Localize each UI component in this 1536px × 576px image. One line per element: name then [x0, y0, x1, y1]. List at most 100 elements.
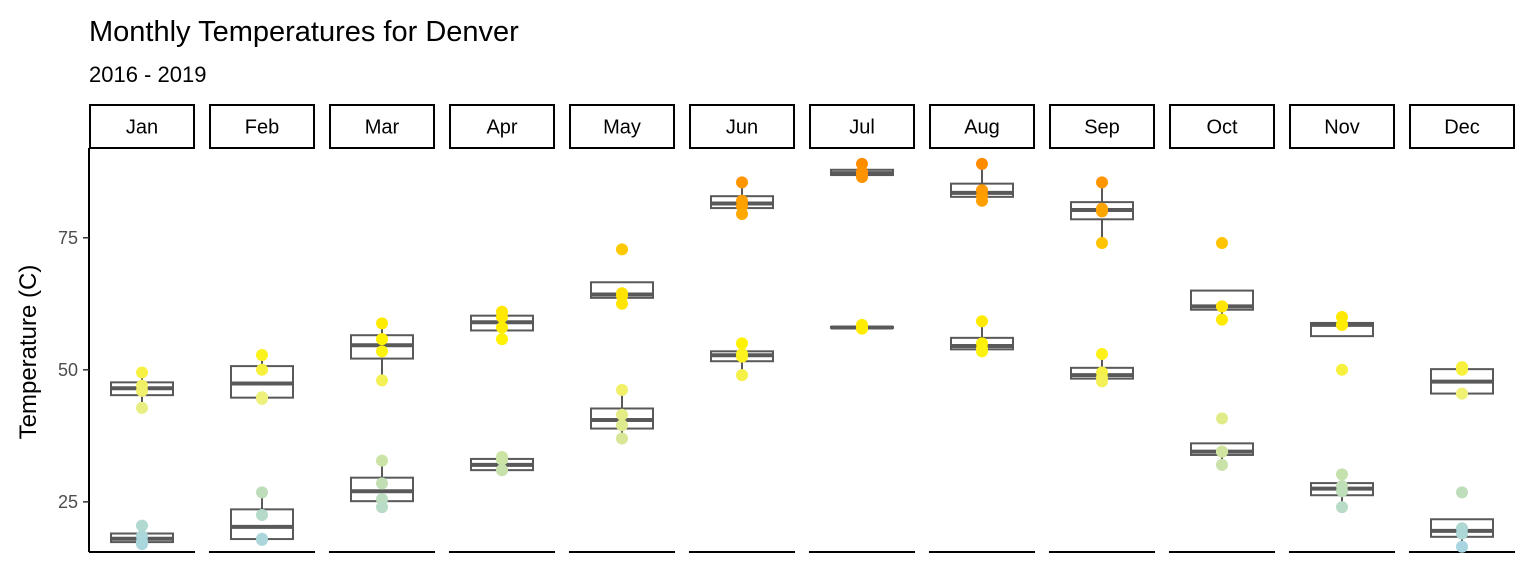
data-point	[376, 501, 388, 514]
data-point	[376, 374, 388, 387]
strip-label: Jun	[726, 117, 758, 139]
strip-box	[329, 104, 435, 149]
data-point	[1216, 412, 1228, 425]
box-low	[110, 519, 174, 551]
data-point	[616, 383, 628, 396]
box-high	[350, 317, 414, 387]
strip-label: Jan	[126, 117, 158, 139]
strip-box	[1409, 104, 1515, 149]
data-point	[496, 453, 508, 466]
facet-sep: Sep	[1049, 104, 1155, 553]
box-low	[350, 454, 414, 514]
data-point	[736, 176, 748, 189]
strip-box	[1289, 104, 1395, 149]
box-high	[1430, 361, 1494, 400]
strip-box	[1049, 104, 1155, 149]
data-point	[616, 297, 628, 310]
y-tick-label: 50	[58, 360, 78, 380]
chart-subtitle: 2016 - 2019	[89, 62, 206, 87]
strip-label: May	[603, 117, 641, 139]
facet-mar: Mar	[329, 104, 435, 553]
box-high	[710, 176, 774, 221]
facet-aug: Aug	[929, 104, 1035, 553]
facet-may: May	[569, 104, 675, 553]
data-point	[496, 321, 508, 334]
facet-feb: Feb	[209, 104, 315, 553]
data-point	[1456, 387, 1468, 400]
facet-apr: Apr	[449, 104, 555, 553]
data-point	[616, 408, 628, 421]
y-tick-label: 75	[58, 228, 78, 248]
data-point	[736, 337, 748, 350]
data-point	[736, 350, 748, 363]
data-point	[976, 157, 988, 170]
data-point	[496, 464, 508, 477]
strip-box	[569, 104, 675, 149]
y-axis-label: Temperature (C)	[15, 265, 42, 440]
data-point	[1336, 468, 1348, 481]
box-low	[1310, 468, 1374, 514]
data-point	[256, 509, 268, 522]
data-point	[376, 477, 388, 490]
data-point	[256, 533, 268, 546]
strip-label: Dec	[1444, 117, 1480, 139]
data-point	[856, 171, 868, 184]
data-point	[1336, 501, 1348, 514]
data-point	[496, 333, 508, 346]
strip-label: Jul	[849, 117, 875, 139]
box-high	[1310, 310, 1374, 376]
data-point	[976, 345, 988, 358]
data-point	[1456, 527, 1468, 540]
data-point	[1096, 205, 1108, 218]
strip-label: Sep	[1084, 117, 1120, 139]
box-low	[830, 318, 894, 335]
box-high	[590, 243, 654, 310]
box-low	[230, 486, 294, 546]
data-point	[496, 310, 508, 323]
strip-box	[89, 104, 195, 149]
facet-panels: Jan Feb Mar Apr May Jun Jul Aug Sep Oct Nov Dec	[89, 104, 1515, 553]
data-point	[1096, 347, 1108, 360]
data-point	[856, 322, 868, 335]
box-low	[1190, 412, 1254, 471]
data-point	[1336, 318, 1348, 331]
data-point	[256, 486, 268, 499]
data-point	[1336, 485, 1348, 498]
box-high	[230, 349, 294, 405]
data-point	[376, 345, 388, 358]
box-high	[1190, 237, 1254, 326]
data-point	[736, 208, 748, 221]
data-point	[256, 391, 268, 404]
data-point	[376, 317, 388, 330]
data-point	[1456, 540, 1468, 553]
box-high	[830, 157, 894, 184]
box-high	[470, 305, 534, 346]
data-point	[976, 315, 988, 328]
data-point	[616, 243, 628, 256]
strip-box	[809, 104, 915, 149]
data-point	[1216, 300, 1228, 313]
data-point	[1216, 313, 1228, 326]
strip-label: Nov	[1324, 117, 1360, 139]
data-point	[136, 538, 148, 551]
y-axis: 25 50 75	[58, 148, 90, 552]
box-low	[590, 383, 654, 445]
chart-title: Monthly Temperatures for Denver	[89, 16, 519, 48]
strip-box	[1169, 104, 1275, 149]
y-tick-label: 25	[58, 492, 78, 512]
data-point	[1216, 445, 1228, 458]
data-point	[136, 401, 148, 414]
facet-nov: Nov	[1289, 104, 1395, 553]
data-point	[1216, 458, 1228, 471]
data-point	[1096, 176, 1108, 189]
strip-box	[209, 104, 315, 149]
data-point	[736, 369, 748, 382]
box-low	[470, 450, 534, 477]
facet-jul: Jul	[809, 104, 915, 553]
data-point	[136, 384, 148, 397]
data-point	[976, 194, 988, 207]
box-high	[110, 366, 174, 414]
facet-dec: Dec	[1409, 104, 1515, 553]
data-point	[1096, 375, 1108, 388]
